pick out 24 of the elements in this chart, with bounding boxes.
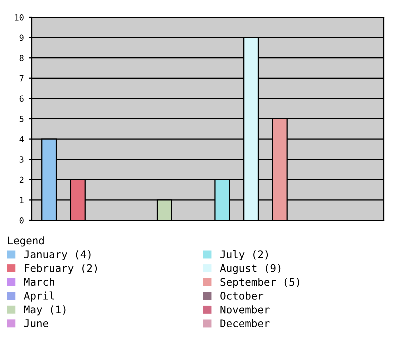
legend-label: May (1) (24, 306, 66, 316)
y-tick-label: 10 (15, 14, 24, 21)
y-tick-label: 7 (20, 76, 24, 82)
legend-label: June (24, 320, 48, 328)
y-tick-label: 4 (20, 136, 24, 142)
legend-title: Legend (8, 236, 44, 247)
legend-label: February (2) (25, 264, 98, 274)
legend-label: September (5) (220, 278, 300, 288)
y-tick-label: 6 (20, 96, 24, 102)
legend-label: August (9) (220, 264, 281, 274)
legend-label: December (220, 319, 270, 328)
y-tick-label: 5 (20, 116, 24, 122)
legend-label: January (4) (24, 250, 91, 261)
y-tick-label: 2 (20, 176, 24, 184)
legend-label: March (24, 278, 54, 286)
y-tick-label: 9 (20, 34, 24, 42)
y-tick-label: 8 (20, 55, 24, 62)
legend-label: November (220, 306, 270, 314)
legend-label: April (24, 292, 54, 302)
y-tick-label: 0 (20, 218, 24, 224)
legend-label: October (220, 292, 264, 300)
legend-label: July (2) (220, 250, 268, 261)
y-tick-label: 1 (20, 197, 24, 204)
y-tick-label: 3 (20, 156, 24, 163)
